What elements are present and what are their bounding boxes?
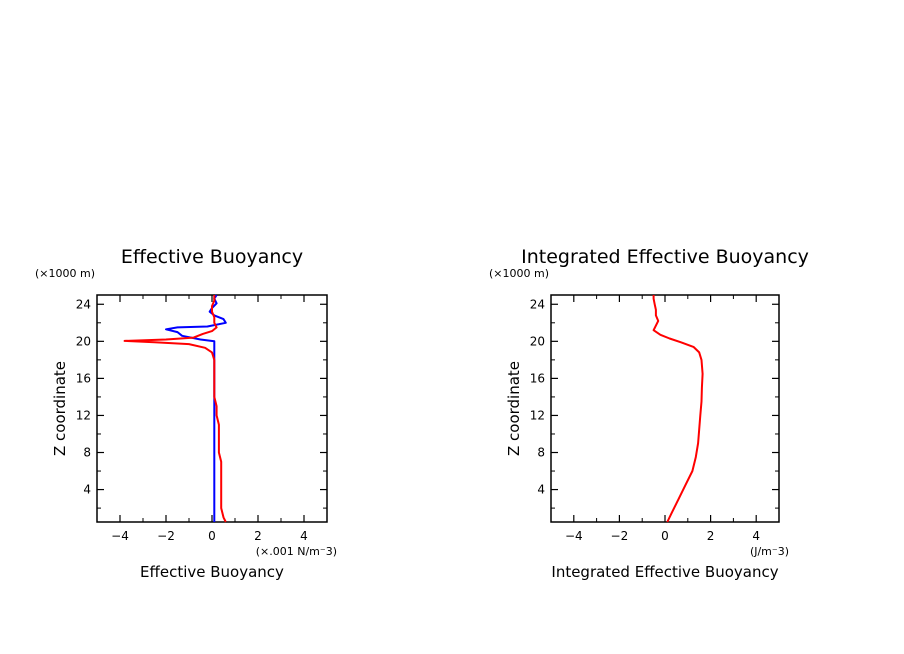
x-tick-label: 4: [752, 529, 760, 543]
series-line-1: [652, 295, 704, 523]
y-tick-label: 8: [83, 446, 91, 460]
x-tick-label: 2: [254, 529, 262, 543]
y-tick-label: 24: [530, 297, 545, 311]
x-tick-label: −2: [157, 529, 175, 543]
x-unit-label: (J/m⁻3): [750, 545, 789, 558]
x-axis-title: Effective Buoyancy: [140, 563, 284, 581]
y-tick-label: 4: [537, 483, 545, 497]
y-tick-label: 20: [76, 334, 91, 348]
x-unit-label: (×.001 N/m⁻3): [256, 545, 337, 558]
chart-title: Integrated Effective Buoyancy: [521, 246, 809, 268]
y-unit-label: (×1000 m): [35, 267, 95, 280]
x-tick-label: 0: [208, 529, 216, 543]
plot-frame: [550, 294, 780, 523]
x-tick-label: 0: [661, 529, 669, 543]
y-tick-label: 16: [530, 371, 545, 385]
y-tick-label: 16: [76, 371, 91, 385]
y-tick-label: 4: [83, 483, 91, 497]
y-tick-label: 12: [530, 408, 545, 422]
y-tick-label: 20: [530, 334, 545, 348]
y-tick-label: 12: [76, 408, 91, 422]
x-tick-label: −4: [565, 529, 583, 543]
series-line-2: [123, 295, 227, 523]
y-unit-label: (×1000 m): [489, 267, 549, 280]
y-axis-title: Z coordinate: [505, 361, 523, 456]
x-tick-label: 2: [707, 529, 715, 543]
y-axis-title: Z coordinate: [51, 361, 69, 456]
y-tick-label: 24: [76, 297, 91, 311]
x-axis-title: Integrated Effective Buoyancy: [551, 563, 778, 581]
x-tick-label: −4: [111, 529, 129, 543]
chart-title: Effective Buoyancy: [121, 246, 303, 268]
x-tick-label: 4: [300, 529, 308, 543]
x-tick-label: −2: [611, 529, 629, 543]
y-tick-label: 8: [537, 446, 545, 460]
plot-frame: [96, 294, 328, 523]
